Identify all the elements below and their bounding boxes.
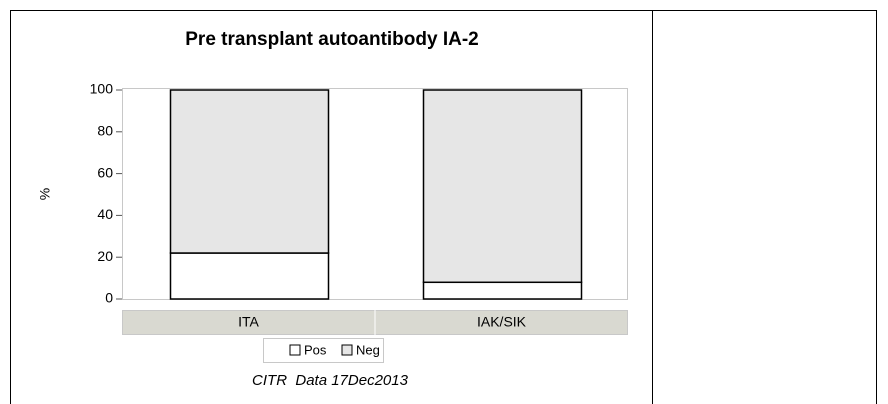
- bar-segment: [422, 89, 583, 284]
- legend-box: [263, 338, 384, 363]
- bar-segment: [169, 252, 330, 300]
- y-tick-label: 40: [97, 206, 113, 222]
- bar-segment: [422, 281, 583, 300]
- chart-title: Pre transplant autoantibody IA-2: [185, 29, 478, 50]
- x-tick-label: IAK/SIK: [477, 314, 527, 330]
- legend-swatch: [289, 344, 301, 356]
- legend-label: Pos: [304, 342, 327, 357]
- frame: [10, 10, 877, 404]
- bar-segment: [169, 89, 330, 254]
- plot-frame: [122, 88, 628, 300]
- y-tick-label: 100: [90, 81, 114, 97]
- legend-label: Neg: [356, 342, 380, 357]
- footnote: CITR Data 17Dec2013: [252, 372, 409, 389]
- y-tick-label: 20: [97, 248, 113, 264]
- y-tick-label: 0: [105, 290, 113, 306]
- y-tick-label: 60: [97, 164, 113, 180]
- legend-swatch: [341, 344, 353, 356]
- y-tick-label: 80: [97, 123, 113, 139]
- y-axis-label: %: [37, 188, 53, 200]
- x-tick-label: ITA: [238, 314, 259, 330]
